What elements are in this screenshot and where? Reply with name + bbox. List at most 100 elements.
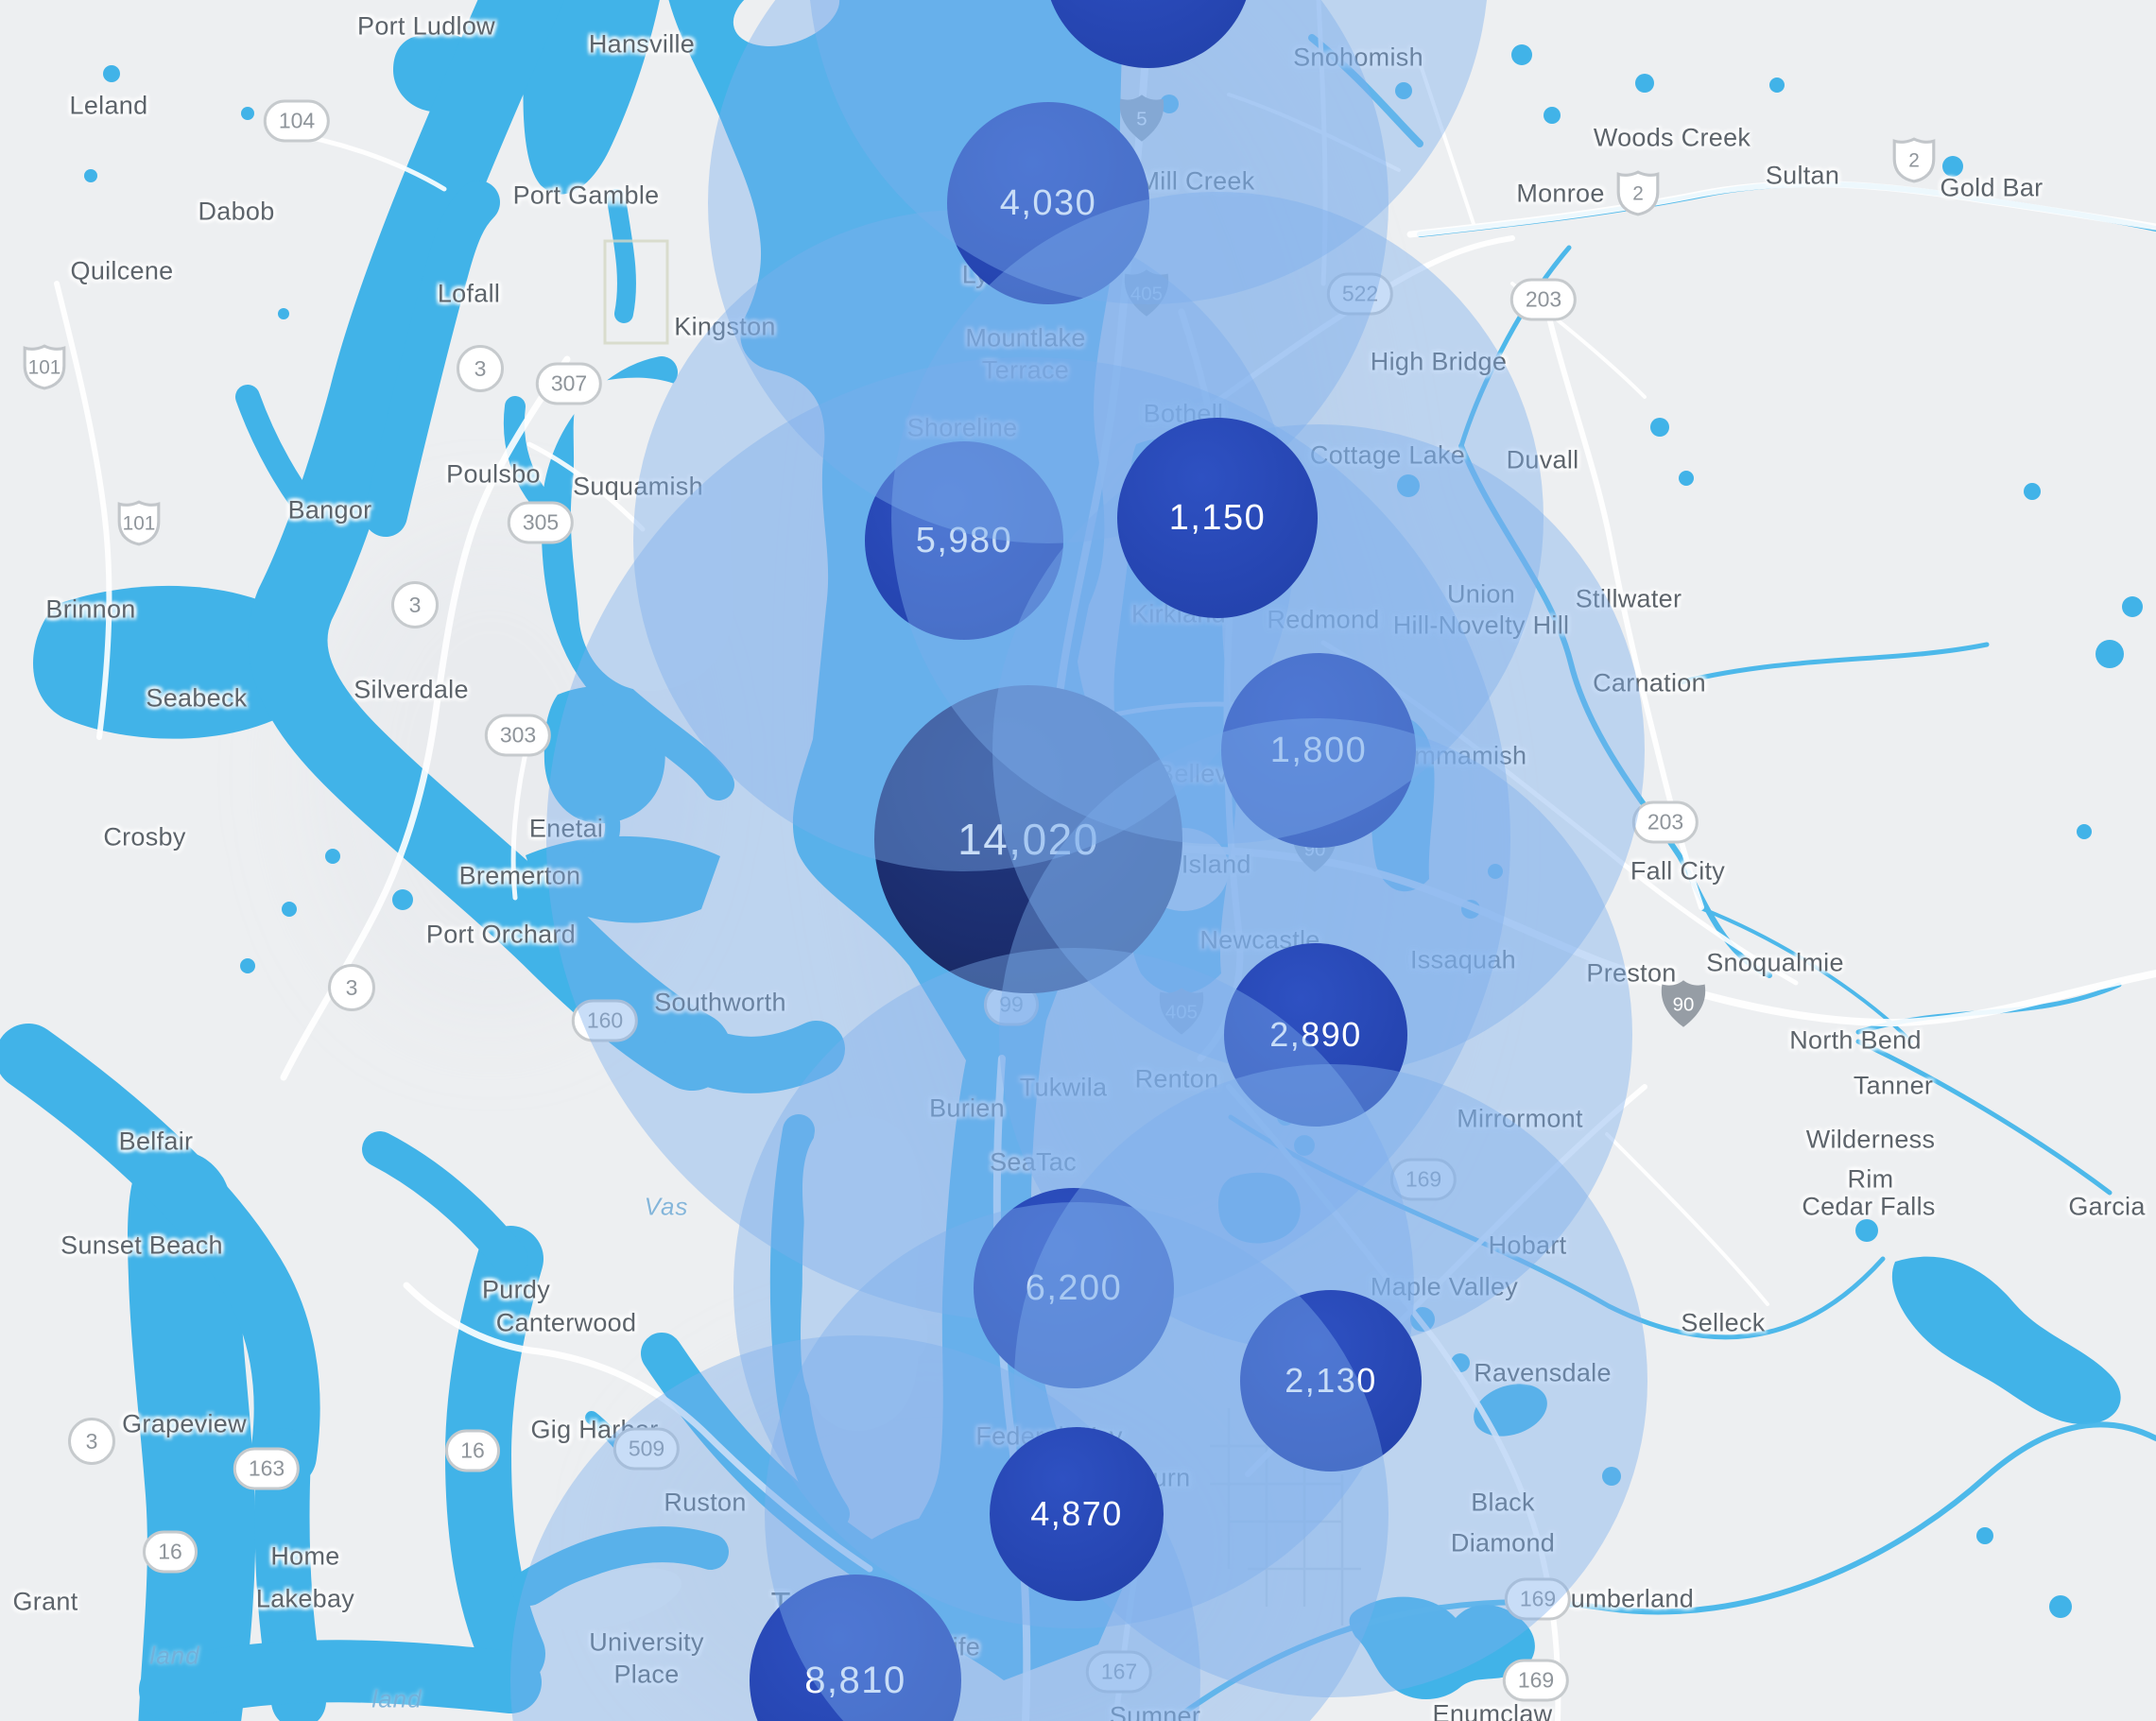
svg-text:2: 2 xyxy=(1632,182,1644,204)
place-label: Silverdale xyxy=(354,675,469,704)
bubble-value: 6,200 xyxy=(1025,1267,1123,1308)
place-label: Wilderness xyxy=(1805,1125,1936,1154)
state-route-shield: 522 xyxy=(1326,272,1394,316)
place-label: Issaquah xyxy=(1410,945,1516,974)
state-route-shield: 203 xyxy=(1509,278,1578,321)
place-label: Canterwood xyxy=(495,1308,637,1337)
place-label: Southworth xyxy=(654,988,786,1017)
place-label: Preston xyxy=(1586,958,1677,988)
us-route-shield: 2 xyxy=(1890,135,1938,184)
data-bubble[interactable]: 2,890 xyxy=(1224,943,1407,1127)
state-route-shield: 169 xyxy=(1502,1659,1570,1702)
place-label: Duvall xyxy=(1506,445,1579,474)
data-bubble[interactable]: 1,800 xyxy=(1221,653,1416,848)
place-label: Seabeck xyxy=(146,683,248,713)
place-label: Grant xyxy=(12,1587,78,1616)
place-label: Enetai xyxy=(528,814,604,843)
place-label: Enumclaw xyxy=(1432,1699,1553,1721)
bubble-value: 2,890 xyxy=(1269,1015,1362,1054)
place-label: Snohomish xyxy=(1293,43,1423,72)
data-bubble[interactable]: 6,200 xyxy=(974,1188,1174,1388)
svg-text:101: 101 xyxy=(28,356,61,378)
water-label: Vas xyxy=(644,1192,689,1221)
place-label: Rim xyxy=(1847,1164,1894,1194)
svg-text:101: 101 xyxy=(123,512,156,534)
place-label: Diamond xyxy=(1450,1528,1556,1558)
us-route-shield: 101 xyxy=(21,342,68,391)
state-route-shield: 303 xyxy=(484,714,552,757)
bubble-value: 1,800 xyxy=(1269,730,1368,770)
svg-text:405: 405 xyxy=(1165,1002,1198,1024)
us-route-shield: 101 xyxy=(115,498,163,547)
interstate-shield: 405 xyxy=(1121,267,1172,319)
bubble-value: 5,980 xyxy=(915,520,1013,560)
interstate-shield-shape xyxy=(1124,269,1169,317)
place-label: Place xyxy=(613,1660,680,1689)
data-bubble[interactable]: 5,980 xyxy=(865,441,1063,640)
place-label: North Bend xyxy=(1789,1025,1922,1055)
place-label: Cedar Falls xyxy=(1802,1192,1936,1221)
place-label: Ravensdale xyxy=(1474,1358,1612,1387)
place-label: Garcia xyxy=(2068,1192,2146,1221)
data-bubble[interactable]: 4,030 xyxy=(947,102,1149,304)
place-label: Shoreline xyxy=(906,413,1018,442)
place-label: SeaTac xyxy=(990,1147,1077,1177)
place-label: Suquamish xyxy=(573,472,703,501)
place-label: Hobart xyxy=(1488,1231,1567,1260)
state-route-shield: 509 xyxy=(612,1427,681,1471)
us-shield-shape xyxy=(1892,137,1936,183)
place-label: University xyxy=(589,1627,704,1657)
bubble-value: 4,030 xyxy=(999,182,1097,223)
data-bubble[interactable]: 4,870 xyxy=(990,1427,1164,1601)
place-label: Burien xyxy=(929,1093,1005,1123)
place-label: Tanner xyxy=(1853,1071,1934,1100)
us-route-shield: 2 xyxy=(1614,168,1662,217)
place-label: Mirrormont xyxy=(1457,1104,1583,1133)
state-route-shield: 169 xyxy=(1504,1577,1572,1621)
place-label: Ruston xyxy=(664,1488,747,1517)
place-label: Union xyxy=(1446,579,1516,609)
place-label: Black xyxy=(1471,1488,1535,1517)
place-label: Port Ludlow xyxy=(357,11,495,41)
place-label: Hill-Novelty Hill xyxy=(1392,611,1570,640)
interstate-shield-shape xyxy=(1119,95,1164,142)
us-shield-shape xyxy=(23,344,66,390)
place-label: Snoqualmie xyxy=(1706,948,1844,977)
interstate-shield: 5 xyxy=(1116,92,1167,145)
place-label: Fall City xyxy=(1630,856,1726,886)
data-bubble[interactable]: 1,150 xyxy=(1117,418,1318,618)
svg-text:2: 2 xyxy=(1908,149,1920,171)
state-route-shield: 3 xyxy=(68,1418,115,1465)
place-label: Redmond xyxy=(1267,605,1380,634)
data-bubble[interactable]: 2,130 xyxy=(1240,1290,1422,1471)
bubble-value: 8,810 xyxy=(804,1659,906,1701)
state-route-shield: 305 xyxy=(507,501,575,544)
place-label: Lofall xyxy=(437,279,501,308)
place-label: Cottage Lake xyxy=(1309,440,1466,470)
place-label: Carnation xyxy=(1593,668,1706,697)
bubble-value: 1,150 xyxy=(1168,497,1267,538)
place-label: Purdy xyxy=(481,1275,551,1304)
bubble-value: 14,020 xyxy=(957,815,1099,864)
water-label: land xyxy=(149,1641,200,1670)
place-label: Selleck xyxy=(1681,1308,1766,1337)
small-lakes xyxy=(84,44,2143,1618)
state-route-shield: 160 xyxy=(571,999,639,1042)
place-label: Cumberland xyxy=(1551,1584,1695,1613)
place-label: Port Orchard xyxy=(425,920,577,949)
state-route-shield: 163 xyxy=(233,1447,301,1490)
state-route-shield: 16 xyxy=(445,1429,500,1472)
boundaries xyxy=(603,239,1361,1626)
place-label: Lakebay xyxy=(255,1584,355,1613)
data-bubble[interactable]: 14,020 xyxy=(874,685,1182,993)
state-route-shield: 307 xyxy=(535,362,603,405)
place-label: Monroe xyxy=(1516,179,1605,208)
place-label: Terrace xyxy=(981,355,1070,385)
place-label: Sunset Beach xyxy=(60,1231,223,1260)
state-route-shield: 3 xyxy=(457,345,504,392)
state-route-shield: 16 xyxy=(143,1530,198,1574)
state-route-shield: 203 xyxy=(1631,800,1699,844)
